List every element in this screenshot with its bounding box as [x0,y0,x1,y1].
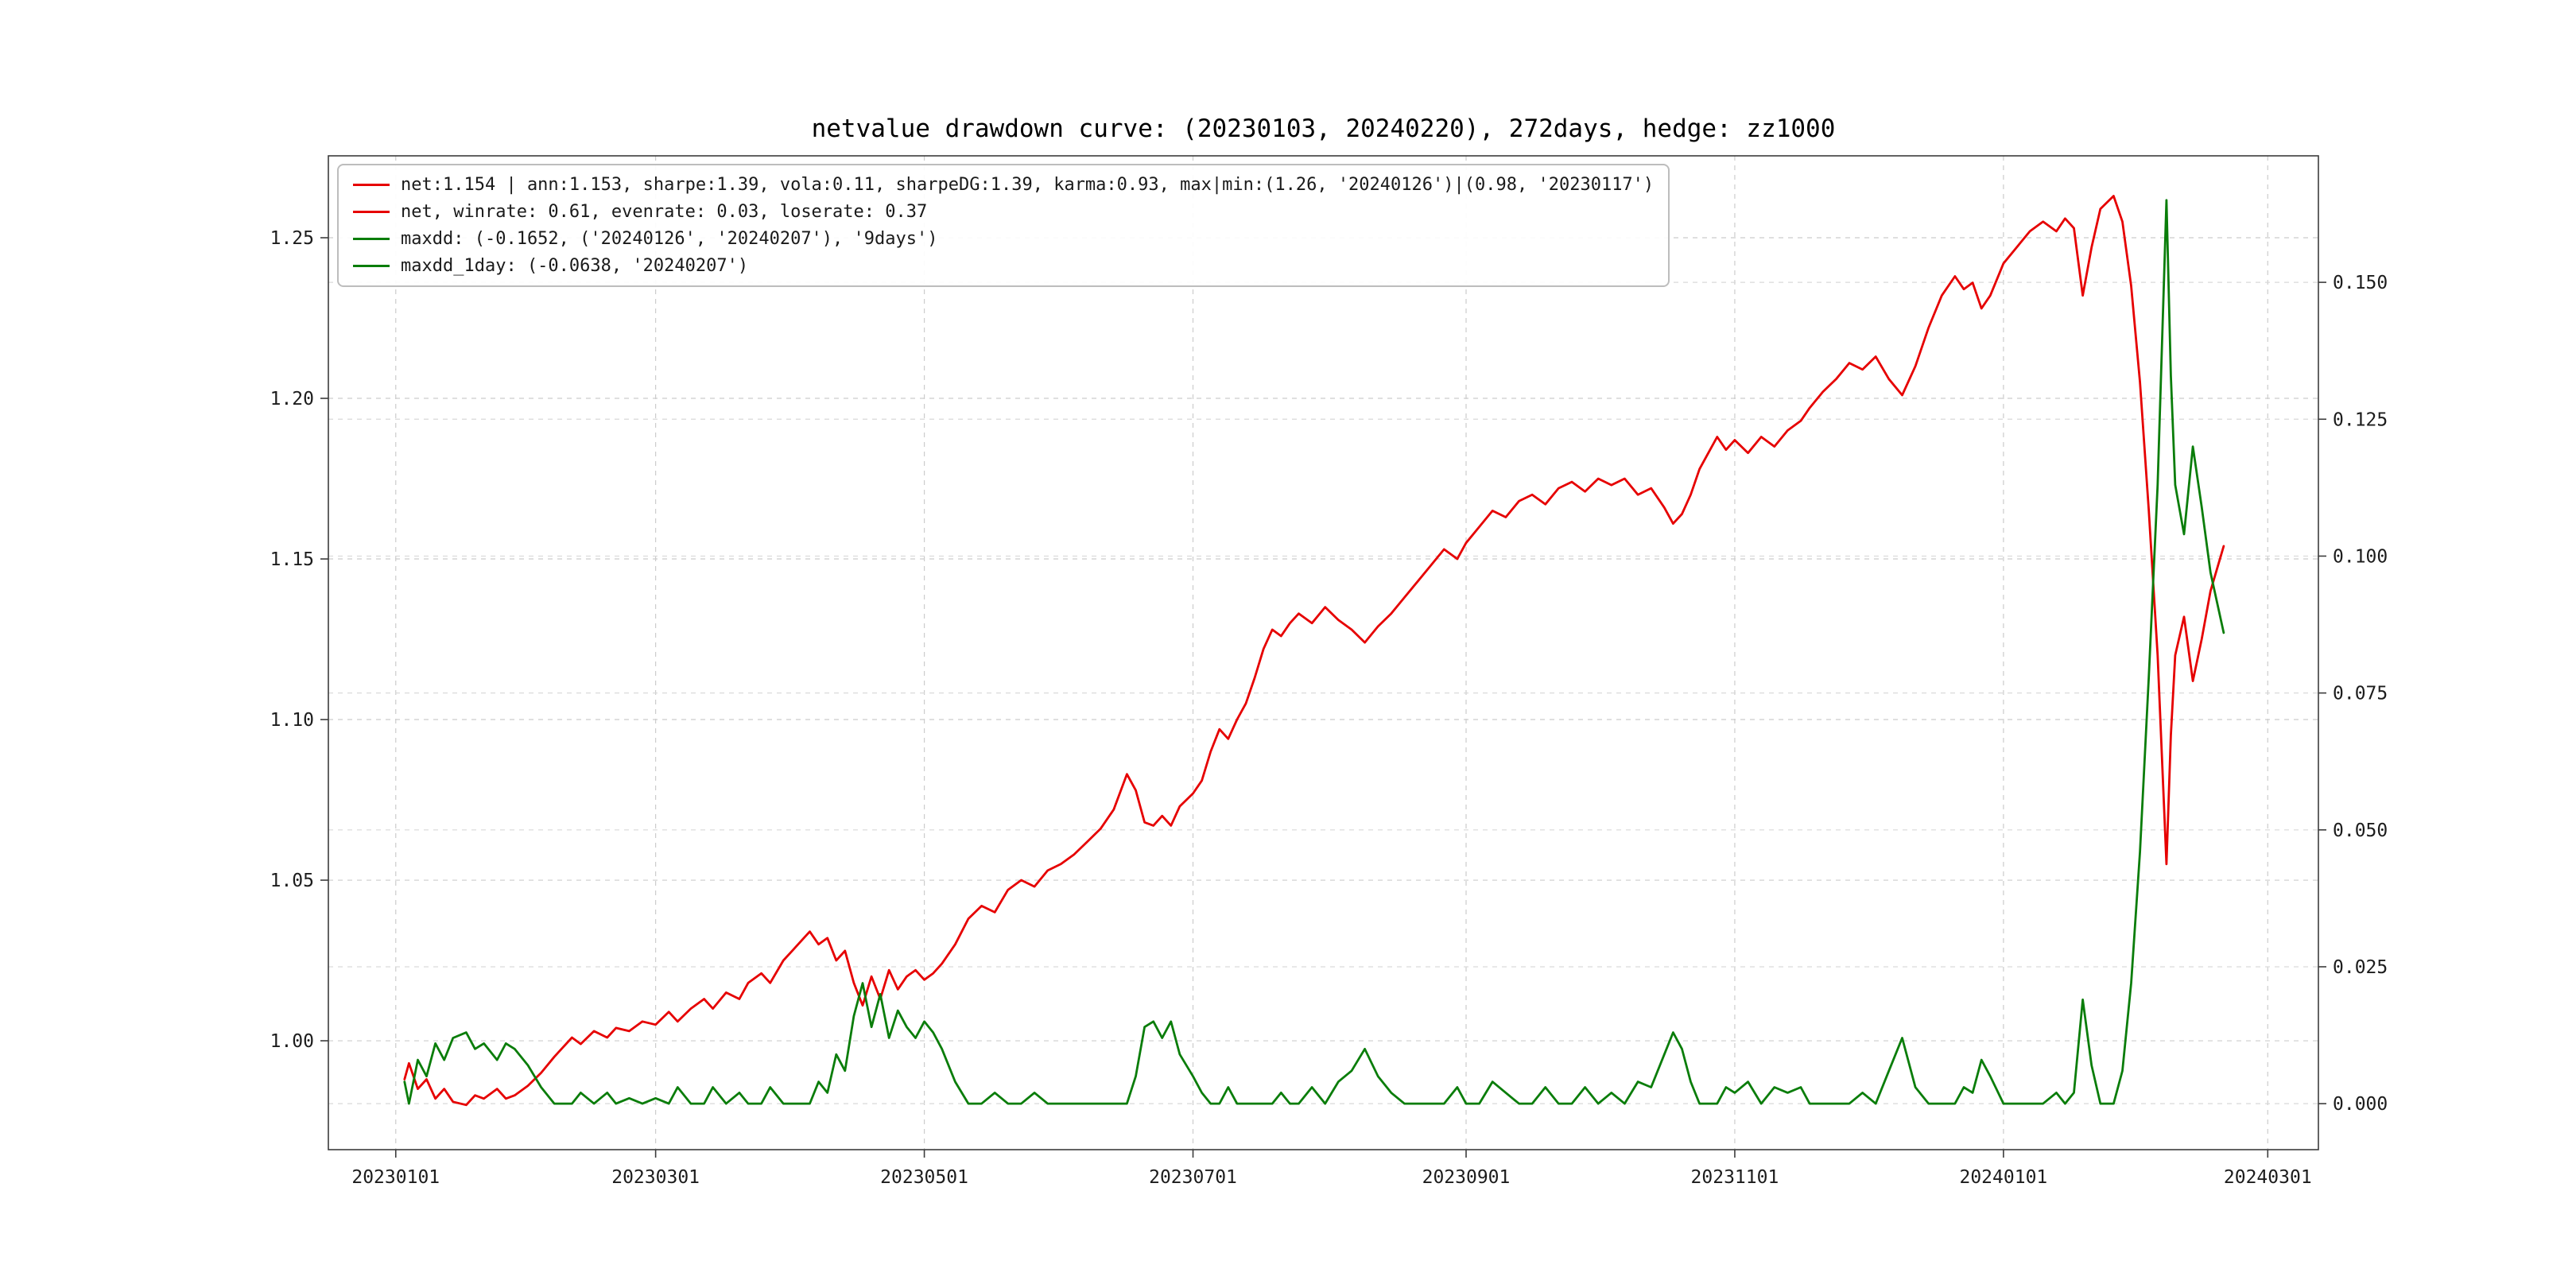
plot-border [328,155,2319,1150]
y-right-tick-label: 0.075 [2333,684,2388,704]
y-right-tick-label: 0.050 [2333,821,2388,841]
y-left-tick-label: 1.00 [270,1031,314,1052]
legend-item: maxdd_1day: (-0.0638, '20240207') [353,256,1654,276]
legend-label: net:1.154 | ann:1.153, sharpe:1.39, vola… [401,175,1655,195]
legend-line-swatch [353,238,390,240]
net-line [403,195,2225,1107]
x-tick-label: 20230301 [611,1167,700,1188]
x-tick-label: 20240101 [1959,1167,2047,1188]
y-right-tick-label: 0.150 [2333,273,2388,293]
y-left-tick-label: 1.15 [270,549,314,570]
y-right-tick-label: 0.025 [2333,957,2388,978]
y-right-tick-label: 0.000 [2333,1094,2388,1115]
x-tick-label: 20231101 [1691,1167,1779,1188]
y-right-tick-label: 0.100 [2333,546,2388,567]
legend-label: maxdd_1day: (-0.0638, '20240207') [401,256,749,276]
y-left-tick-label: 1.25 [270,228,314,249]
y-left-tick-label: 1.05 [270,871,314,891]
legend-item: net:1.154 | ann:1.153, sharpe:1.39, vola… [353,175,1654,195]
legend-label: net, winrate: 0.61, evenrate: 0.03, lose… [401,202,928,222]
legend-line-swatch [353,184,390,186]
legend-item: net, winrate: 0.61, evenrate: 0.03, lose… [353,202,1654,222]
x-tick-label: 20230901 [1422,1167,1511,1188]
chart-title: netvalue drawdown curve: (20230103, 2024… [811,114,1836,143]
drawdown-line [403,199,2225,1105]
x-tick-label: 20240301 [2224,1167,2312,1188]
y-left-tick-label: 1.20 [270,389,314,409]
y-left-tick-label: 1.10 [270,710,314,731]
legend-item: maxdd: (-0.1652, ('20240126', '20240207'… [353,229,1654,249]
legend: net:1.154 | ann:1.153, sharpe:1.39, vola… [337,164,1670,287]
legend-label: maxdd: (-0.1652, ('20240126', '20240207'… [401,229,938,249]
legend-line-swatch [353,211,390,213]
legend-line-swatch [353,265,390,267]
x-tick-label: 20230501 [880,1167,968,1188]
y-right-tick-label: 0.125 [2333,409,2388,430]
x-tick-label: 20230701 [1149,1167,1237,1188]
x-tick-label: 20230101 [351,1167,440,1188]
